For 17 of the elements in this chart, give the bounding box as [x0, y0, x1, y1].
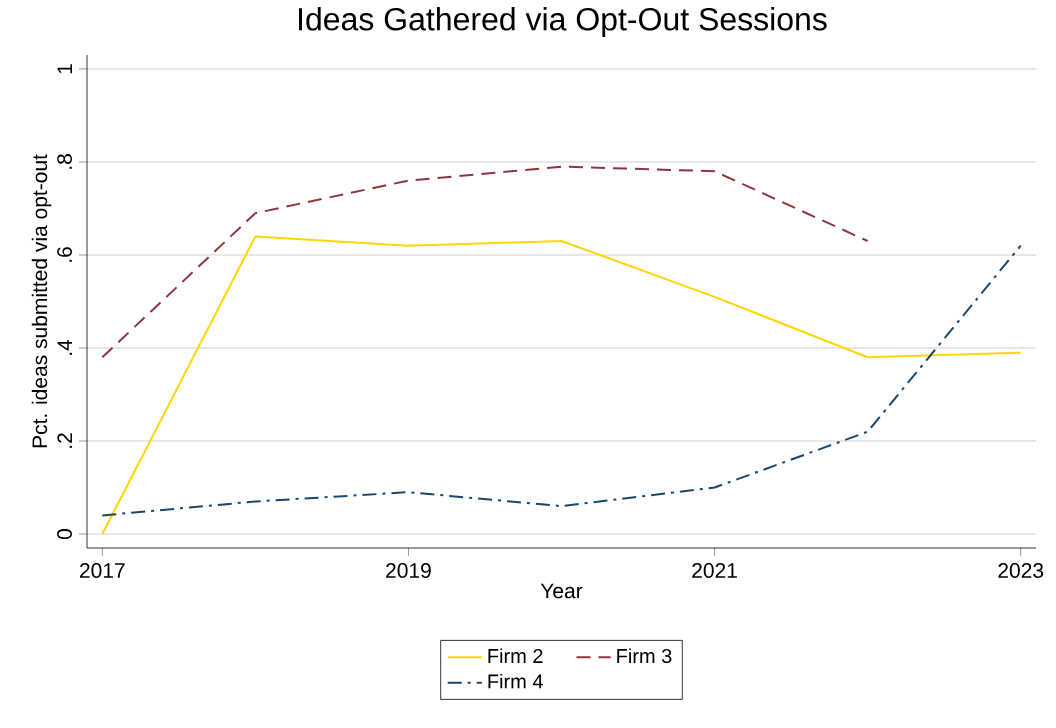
y-tick-label: .6	[57, 247, 72, 262]
legend-label: Firm 2	[488, 648, 543, 663]
y-axis-title: Pct. ideas submitted via opt-out	[31, 154, 52, 448]
x-tick-label: 2023	[998, 563, 1044, 578]
y-tick-label: .8	[57, 154, 72, 169]
legend-label: Firm 3	[617, 648, 672, 664]
y-tick-label: .4	[57, 339, 72, 355]
chart-title: Ideas Gathered via Opt-Out Sessions	[299, 7, 827, 37]
x-tick-label: 2019	[386, 563, 431, 578]
legend-label: Firm 4	[488, 673, 543, 689]
y-tick-label: 0	[57, 529, 72, 540]
line-series	[101, 165, 869, 359]
x-axis-title: Year	[540, 583, 583, 599]
x-tick-label: 2021	[692, 563, 737, 578]
y-tick-label: 1	[57, 64, 72, 74]
y-tick-label: .2	[57, 433, 72, 448]
x-tick-label: 2017	[80, 563, 125, 578]
